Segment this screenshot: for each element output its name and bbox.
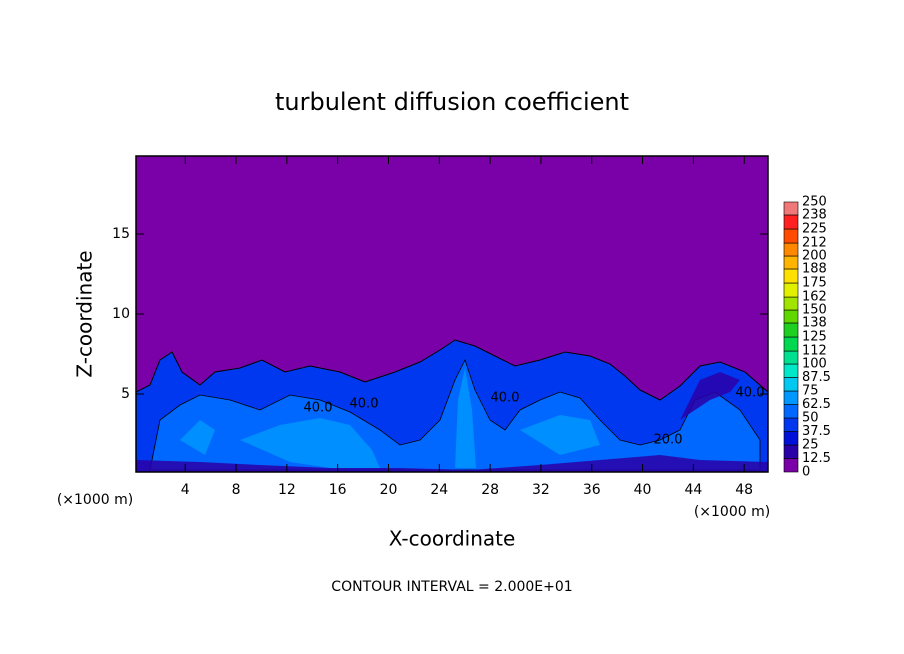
x-tick-label: 24 — [430, 482, 448, 498]
colorbar-band — [783, 268, 799, 284]
colorbar-band — [783, 309, 799, 324]
field-dark-region — [136, 372, 768, 472]
colorbar-label: 162 — [802, 290, 827, 305]
colorbar-label: 87.5 — [802, 370, 831, 385]
plot-area — [135, 155, 769, 473]
chart-title: turbulent diffusion coefficient — [275, 88, 629, 116]
colorbar-label: 138 — [802, 315, 827, 330]
colorbar-label: 175 — [802, 276, 827, 291]
colorbar-band — [783, 363, 799, 378]
x-tick-label: 12 — [278, 482, 296, 498]
colorbar-label: 100 — [802, 357, 827, 372]
colorbar-band — [783, 242, 799, 257]
colorbar-label: 25 — [802, 438, 819, 453]
colorbar-band — [783, 255, 799, 270]
footnote: CONTOUR INTERVAL = 2.000E+01 — [331, 579, 572, 595]
colorbar-label: 200 — [802, 249, 827, 264]
x-tick-label: 4 — [181, 482, 190, 498]
colorbar-band — [783, 296, 799, 311]
x-tick-label: 8 — [232, 482, 241, 498]
colorbar-band — [783, 214, 799, 230]
field-light-region — [180, 368, 600, 468]
colorbar-band — [783, 336, 799, 352]
colorbar-band — [783, 282, 799, 298]
colorbar-label: 225 — [802, 222, 827, 237]
y-tick-label: 15 — [112, 226, 130, 242]
colorbar-label: 250 — [802, 195, 827, 210]
x-tick-label: 44 — [684, 482, 702, 498]
contour-label: 40.0 — [350, 397, 379, 412]
colorbar-band — [783, 444, 799, 459]
x-tick-label: 16 — [329, 482, 347, 498]
colorbar-band — [783, 350, 799, 365]
x-unit-label: (×1000 m) — [57, 492, 133, 508]
colorbar-band — [783, 228, 799, 244]
colorbar-label: 75 — [802, 384, 819, 399]
contour-label: 20.0 — [654, 433, 683, 448]
x-tick-label: 28 — [481, 482, 499, 498]
contour-label: 40.0 — [736, 386, 765, 401]
colorbar-band — [783, 377, 799, 392]
colorbar-label: 12.5 — [802, 451, 831, 466]
colorbar-band — [783, 201, 799, 216]
colorbar-label: 112 — [802, 344, 827, 359]
colorbar-label: 0 — [802, 465, 810, 480]
colorbar-label: 212 — [802, 236, 827, 251]
x-tick-label: 48 — [735, 482, 753, 498]
colorbar-label: 150 — [802, 303, 827, 318]
colorbar-band — [783, 417, 799, 432]
colorbar-label: 188 — [802, 261, 827, 276]
colorbar-band — [783, 322, 799, 338]
y-axis-label: Z-coordinate — [73, 250, 97, 377]
contour-label: 40.0 — [304, 401, 333, 416]
contour-label: 40.0 — [491, 391, 520, 406]
colorbar-band — [783, 431, 799, 446]
x-tick-label: 40 — [634, 482, 652, 498]
colorbar-label: 238 — [802, 207, 827, 222]
colorbar-label: 37.5 — [802, 424, 831, 439]
y-tick-label: 10 — [112, 306, 130, 322]
x-unit-label: (×1000 m) — [694, 504, 770, 520]
colorbar-band — [783, 404, 799, 419]
colorbar-band — [783, 390, 799, 405]
x-tick-label: 36 — [583, 482, 601, 498]
x-tick-label: 20 — [380, 482, 398, 498]
x-axis-label: X-coordinate — [389, 527, 516, 551]
colorbar-label: 50 — [802, 411, 819, 426]
x-tick-label: 32 — [532, 482, 550, 498]
colorbar-label: 62.5 — [802, 397, 831, 412]
y-tick-label: 5 — [121, 386, 130, 402]
colorbar-band — [783, 458, 799, 473]
colorbar-label: 125 — [802, 330, 827, 345]
